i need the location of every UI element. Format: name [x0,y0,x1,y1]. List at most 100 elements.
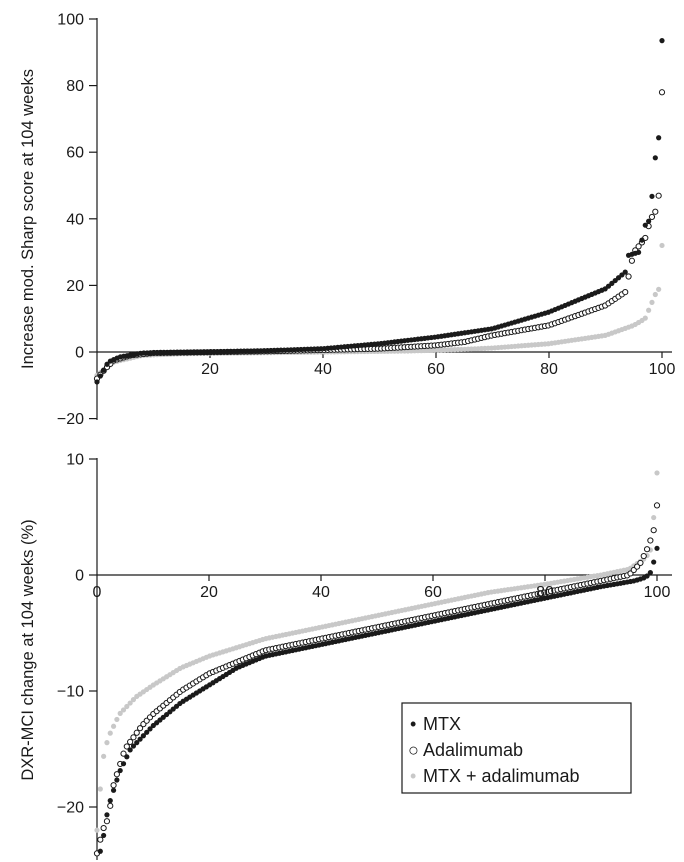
bottom-point-mtx-adalimumab [114,716,120,723]
top-y-axis-title: Increase mod. Sharp score at 104 weeks [19,69,37,369]
bottom-y-tick-label-2: 0 [75,568,84,585]
bottom-x-tick-label-2: 40 [312,584,330,601]
bottom-x-tick-label-5: 100 [644,584,671,601]
top-point-mtx [101,367,107,373]
bottom-point-mtx [110,787,117,793]
top-point-adalimumab [625,273,632,280]
bottom-point-mtx [134,740,140,746]
bottom-point-mtx-adalimumab [654,470,660,476]
top-x-tick-label-2: 60 [427,361,445,378]
top-point-mtx [639,237,645,243]
top-point-mtx-adalimumab [649,299,655,305]
top-point-mtx [646,218,652,224]
legend-symbol-adalimumab: ○ [408,740,419,760]
top-point-adalimumab [652,208,659,215]
bottom-point-adalimumab [97,836,104,843]
bottom-x-tick-label-3: 60 [424,584,442,601]
top-point-mtx [104,361,110,367]
top-point-mtx [97,373,103,379]
top-point-adalimumab [622,288,629,296]
legend-label-combo: MTX + adalimumab [423,766,580,786]
bottom-point-adalimumab [637,559,644,567]
legend-label-adalimumab: Adalimumab [423,740,523,760]
top-point-adalimumab [635,243,642,250]
bottom-point-adalimumab [647,537,654,544]
top-point-mtx-adalimumab [659,242,665,249]
top-x-tick-label-0: 20 [201,361,219,378]
bottom-point-adalimumab [123,743,130,750]
top-y-tick-label-1: 0 [75,345,84,362]
bottom-point-mtx [654,545,660,551]
bottom-point-mtx-adalimumab [120,707,127,713]
bottom-point-mtx-adalimumab [101,753,107,759]
top-y-tick-label-0: −20 [57,411,84,428]
bottom-point-adalimumab [127,738,134,746]
bottom-point-adalimumab [640,552,647,560]
bottom-x-tick-label-1: 20 [200,584,218,601]
legend: • MTX ○ Adalimumab • MTX + adalimumab [401,702,632,794]
bottom-point-mtx [130,743,137,749]
top-point-mtx-adalimumab [652,291,658,298]
top-point-mtx [649,193,655,199]
bottom-point-adalimumab [136,725,144,732]
bottom-point-mtx [651,559,657,565]
bottom-point-mtx [137,736,143,742]
bottom-point-adalimumab [113,771,120,778]
bottom-point-mtx [124,754,130,760]
legend-label-mtx: MTX [423,714,461,734]
top-y-tick-label-2: 20 [66,278,84,295]
bottom-point-mtx-adalimumab [124,703,130,710]
bottom-point-adalimumab [100,824,107,832]
bottom-point-mtx-adalimumab [110,723,117,729]
bottom-point-adalimumab [634,563,641,570]
legend-symbol-combo: • [410,766,416,786]
bottom-point-mtx [101,832,107,839]
top-x-tick-label-1: 40 [314,361,332,378]
top-point-adalimumab [648,213,656,221]
bottom-y-tick-label-3: 10 [66,452,84,469]
bottom-point-adalimumab [103,818,111,825]
top-point-mtx-adalimumab [646,307,652,313]
top-y-tick-label-4: 60 [66,145,84,162]
bottom-point-mtx [97,848,103,854]
bottom-point-mtx [114,777,120,783]
bottom-point-mtx [120,761,127,767]
top-x-tick-label-4: 100 [649,361,676,378]
bottom-point-mtx-adalimumab [127,700,133,706]
top-point-mtx [642,222,648,228]
top-y-tick-label-6: 100 [57,12,84,29]
legend-symbol-mtx: • [410,714,416,734]
bottom-point-mtx [147,726,153,732]
bottom-y-tick-label-1: −10 [57,684,84,701]
top-y-tick-label-5: 80 [66,78,84,95]
top-point-adalimumab [658,89,666,96]
sharp-score-chart: −20 0 20 40 60 80 100 20 40 60 80 100 Increase mod.… [19,12,675,429]
top-point-mtx [659,38,665,44]
bottom-point-mtx-adalimumab [94,827,100,833]
top-x-tick-label-3: 80 [540,361,558,378]
bottom-x-tick-label-0: 0 [93,584,102,601]
bottom-point-mtx [140,733,146,739]
top-point-mtx [652,155,658,161]
top-point-mtx [622,269,628,275]
top-point-mtx-adalimumab [642,315,648,321]
bottom-point-mtx-adalimumab [97,786,103,792]
bottom-point-adalimumab [133,729,140,736]
bottom-point-mtx-adalimumab [117,710,123,716]
bottom-point-mtx [107,798,113,804]
bottom-point-mtx-adalimumab [651,514,657,521]
bottom-point-mtx [644,573,650,579]
bottom-point-mtx [144,729,150,735]
bottom-point-adalimumab [643,546,651,553]
bottom-point-mtx-adalimumab [104,740,110,746]
bottom-point-adalimumab [653,502,661,509]
top-y-tick-label-3: 40 [66,211,84,228]
bottom-point-adalimumab [650,527,657,534]
top-point-mtx [94,379,100,385]
top-data-points [93,38,666,385]
top-point-mtx-adalimumab [656,286,662,292]
top-ticks: −20 0 20 40 60 80 100 20 40 60 80 100 [57,12,676,429]
